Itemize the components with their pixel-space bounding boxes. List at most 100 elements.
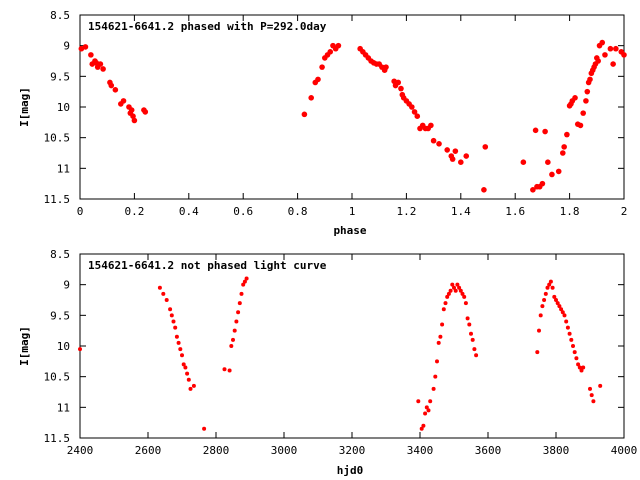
data-point — [555, 301, 560, 306]
x-axis-label: hjd0 — [337, 464, 364, 477]
data-point — [540, 304, 545, 309]
data-point — [433, 374, 438, 379]
data-point — [301, 111, 308, 118]
data-point — [428, 122, 434, 129]
data-point — [457, 285, 462, 290]
x-tick-label: 0.8 — [288, 205, 308, 218]
x-tick-label: 0.2 — [124, 205, 144, 218]
data-point — [436, 141, 442, 147]
data-point — [428, 399, 433, 404]
data-point — [452, 148, 459, 154]
y-tick-label: 9 — [63, 279, 70, 292]
data-point — [587, 76, 593, 83]
data-point — [180, 353, 184, 358]
data-point — [416, 399, 421, 404]
data-point — [543, 291, 548, 296]
y-axis-label: I[mag] — [18, 87, 31, 127]
y-tick-label: 8.5 — [50, 248, 70, 261]
data-point — [169, 313, 174, 318]
data-point — [445, 294, 450, 299]
y-axis-ticks: 8.5 9 9.5 10 10.5 11 11.5 — [44, 248, 624, 445]
data-point — [455, 282, 460, 287]
x-tick-label: 2 — [621, 205, 628, 218]
data-point — [577, 365, 582, 370]
data-point — [595, 58, 601, 64]
data-point — [530, 187, 536, 193]
data-point — [564, 319, 569, 324]
data-point — [621, 52, 627, 58]
data-point — [571, 344, 575, 348]
data-point — [227, 368, 232, 373]
data-point — [222, 367, 227, 372]
data-point — [142, 109, 149, 115]
y-tick-label: 10.5 — [44, 132, 71, 145]
data-point — [315, 76, 321, 83]
data-point — [564, 131, 570, 138]
x-tick-label: 0.6 — [233, 205, 253, 218]
x-axis-ticks: 0 0.2 0.4 0.6 0.8 1 1.2 1.4 1.6 1.8 2 — [77, 15, 628, 218]
data-point — [602, 52, 608, 58]
data-point — [237, 301, 242, 306]
data-point — [452, 285, 456, 290]
data-point — [583, 98, 589, 104]
data-point — [88, 52, 94, 58]
data-point — [430, 137, 437, 144]
data-point — [424, 405, 429, 410]
data-point — [440, 322, 445, 327]
data-point — [550, 285, 555, 290]
y-axis-label: I[mag] — [18, 326, 31, 366]
data-point — [569, 337, 574, 342]
x-tick-label: 3800 — [543, 444, 570, 457]
data-points — [78, 276, 603, 431]
data-point — [576, 362, 581, 367]
data-point — [239, 291, 244, 296]
data-point — [426, 408, 431, 413]
data-points — [78, 39, 627, 193]
data-point — [482, 144, 489, 150]
data-point — [82, 44, 89, 50]
data-point — [579, 368, 584, 373]
data-point — [565, 325, 570, 330]
y-axis-ticks: 8.5 9 9.5 10 10.5 11 11.5 — [44, 9, 624, 206]
data-point — [383, 64, 389, 70]
data-point — [588, 386, 592, 391]
data-point — [545, 285, 550, 290]
y-tick-label: 10 — [57, 101, 70, 114]
x-tick-label: 3000 — [271, 444, 298, 457]
data-point — [241, 282, 246, 287]
data-point — [559, 307, 564, 312]
y-tick-label: 9.5 — [50, 70, 70, 83]
y-tick-label: 8.5 — [50, 9, 70, 22]
data-point — [607, 45, 614, 52]
data-point — [589, 393, 594, 398]
data-point — [421, 423, 426, 428]
data-point — [467, 322, 472, 327]
data-point — [398, 85, 404, 92]
x-tick-label: 3200 — [339, 444, 366, 457]
data-point — [463, 301, 468, 306]
data-point — [549, 171, 555, 178]
data-point — [584, 88, 591, 95]
data-point — [542, 128, 548, 135]
data-point — [185, 371, 190, 376]
data-point — [458, 288, 463, 293]
data-point — [448, 288, 453, 293]
data-point — [561, 144, 567, 150]
data-point — [178, 347, 183, 352]
data-point — [335, 42, 342, 49]
data-point — [188, 386, 193, 391]
data-point — [562, 313, 567, 318]
data-point — [520, 159, 527, 165]
data-point — [532, 127, 539, 134]
data-point — [598, 383, 603, 388]
data-point — [463, 153, 470, 159]
x-tick-label: 0.4 — [179, 205, 199, 218]
data-point — [560, 150, 566, 156]
x-tick-label: 1.4 — [451, 205, 471, 218]
y-tick-label: 11.5 — [44, 193, 71, 206]
data-point — [545, 159, 551, 165]
y-tick-label: 10 — [57, 340, 70, 353]
data-point — [462, 294, 467, 299]
data-point — [446, 291, 451, 296]
data-point — [443, 301, 448, 306]
